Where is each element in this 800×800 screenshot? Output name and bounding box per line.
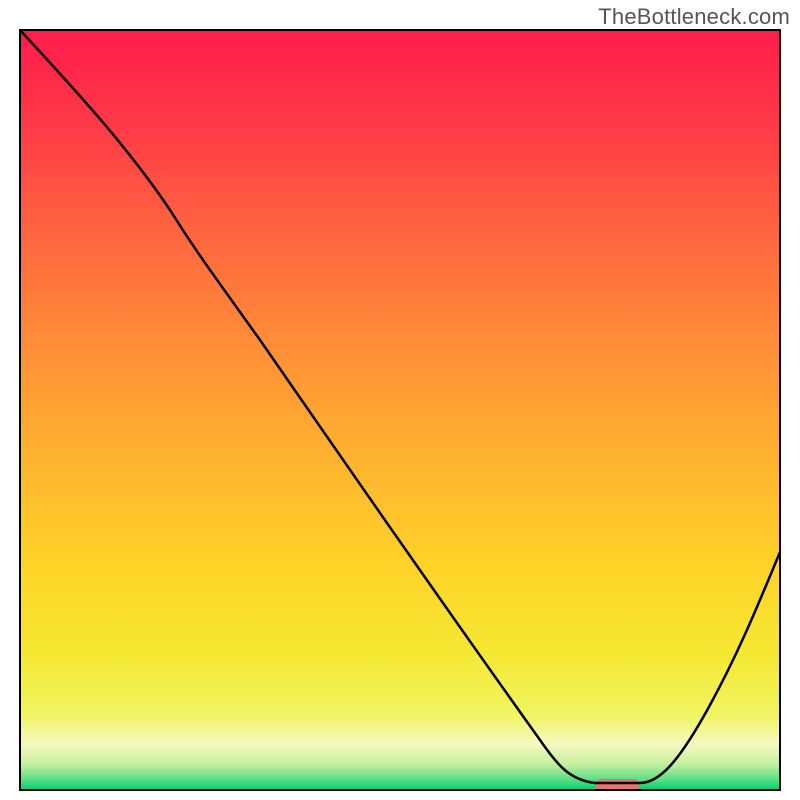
attribution-text: TheBottleneck.com (598, 4, 790, 30)
gradient-background (20, 30, 780, 790)
